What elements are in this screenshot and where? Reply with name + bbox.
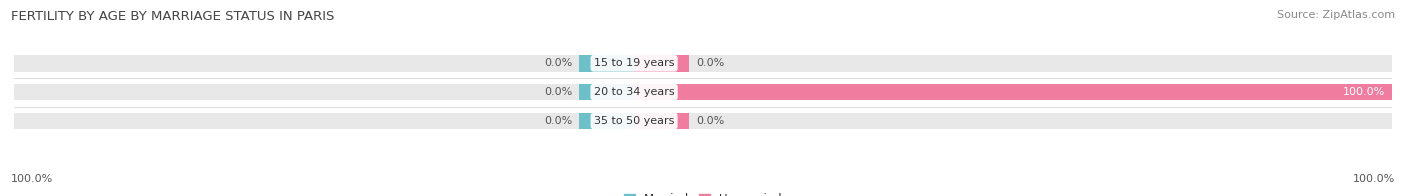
Text: FERTILITY BY AGE BY MARRIAGE STATUS IN PARIS: FERTILITY BY AGE BY MARRIAGE STATUS IN P… <box>11 10 335 23</box>
Text: 35 to 50 years: 35 to 50 years <box>593 116 675 126</box>
Bar <box>579 84 634 101</box>
Text: 0.0%: 0.0% <box>544 87 572 97</box>
Bar <box>634 55 689 72</box>
Bar <box>634 113 689 129</box>
Bar <box>579 113 634 129</box>
Text: Source: ZipAtlas.com: Source: ZipAtlas.com <box>1277 10 1395 20</box>
Legend: Married, Unmarried: Married, Unmarried <box>624 193 782 196</box>
Bar <box>14 84 1392 101</box>
Text: 15 to 19 years: 15 to 19 years <box>593 58 675 68</box>
Text: 0.0%: 0.0% <box>696 116 724 126</box>
Bar <box>14 113 1392 129</box>
Bar <box>634 84 1392 101</box>
Text: 100.0%: 100.0% <box>11 174 53 184</box>
Text: 100.0%: 100.0% <box>1353 174 1395 184</box>
Bar <box>579 55 634 72</box>
Text: 0.0%: 0.0% <box>544 58 572 68</box>
Text: 0.0%: 0.0% <box>544 116 572 126</box>
Text: 0.0%: 0.0% <box>696 58 724 68</box>
Text: 100.0%: 100.0% <box>1343 87 1385 97</box>
Bar <box>14 55 1392 72</box>
Text: 20 to 34 years: 20 to 34 years <box>593 87 675 97</box>
